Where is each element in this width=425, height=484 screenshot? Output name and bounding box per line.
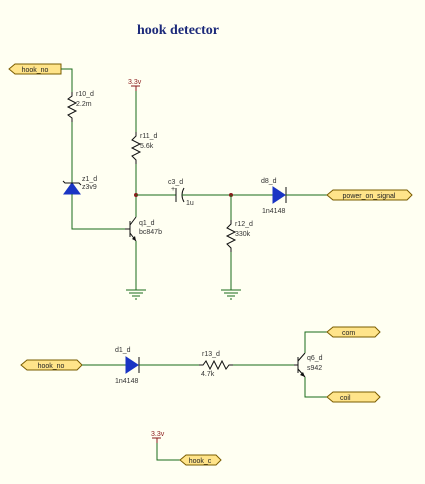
d1-value: 1n4148 — [115, 378, 138, 385]
z1-ref: z1_d — [82, 176, 97, 183]
ground-r12 — [220, 289, 242, 300]
r13-value: 4.7k — [201, 371, 215, 378]
svg-text:+: + — [171, 186, 175, 193]
port-power-on-signal-label: power_on_signal — [343, 193, 396, 200]
port-hook-no-top[interactable]: hook_no — [8, 63, 62, 75]
d8-ref: d8_d — [261, 178, 277, 185]
r12-ref: r12_d — [235, 221, 253, 228]
port-hook-no-bottom[interactable]: hook_no — [20, 359, 83, 371]
port-com-label: com — [342, 330, 355, 337]
q1-ref: q1_d — [139, 220, 155, 227]
diode-d8[interactable] — [272, 186, 287, 204]
resistor-r12[interactable] — [225, 220, 237, 252]
r11-ref: r11_d — [140, 133, 157, 140]
c3-value: 1u — [186, 200, 194, 207]
d1-ref: d1_d — [115, 347, 131, 354]
port-hook-c[interactable]: hook_c — [179, 454, 222, 466]
resistor-r13[interactable] — [199, 359, 233, 371]
resistor-r11[interactable] — [130, 132, 142, 164]
port-coil[interactable]: coil — [326, 391, 381, 403]
port-power-on-signal[interactable]: power_on_signal — [326, 189, 413, 201]
z1-value: z3v9 — [82, 184, 97, 191]
ground-q1 — [125, 289, 147, 300]
q1-value: bc847b — [139, 229, 162, 236]
q6-ref: q6_d — [307, 355, 323, 362]
r13-ref: r13_d — [202, 351, 220, 358]
capacitor-c3[interactable]: + — [171, 186, 185, 203]
transistor-q6[interactable] — [294, 352, 306, 378]
r12-value: 330k — [235, 231, 251, 238]
port-hook-c-label: hook_c — [189, 458, 212, 465]
port-hook-no-bottom-label: hook_no — [38, 363, 65, 370]
r10-ref: r10_d — [76, 91, 94, 98]
power-3v3-top-label: 3.3v — [128, 79, 142, 86]
r10-value: 2.2m — [76, 101, 92, 108]
power-3v3-bottom-label: 3.3v — [151, 431, 165, 438]
port-coil-label: coil — [340, 395, 351, 402]
port-hook-no-top-label: hook_no — [22, 67, 49, 74]
diode-d1[interactable] — [125, 356, 140, 374]
port-com[interactable]: com — [326, 326, 381, 338]
page-title: hook detector — [137, 23, 219, 38]
q6-value: s942 — [307, 365, 322, 372]
c3-ref: c3_d — [168, 179, 183, 186]
resistor-r10[interactable] — [66, 92, 78, 122]
power-3v3-top[interactable]: 3.3v — [128, 79, 142, 91]
zener-diode-z1[interactable] — [62, 180, 82, 195]
d8-value: 1n4148 — [262, 208, 285, 215]
power-3v3-bottom[interactable]: 3.3v — [151, 431, 165, 443]
r11-value: 5.6k — [140, 143, 154, 150]
transistor-q1[interactable] — [125, 216, 137, 242]
